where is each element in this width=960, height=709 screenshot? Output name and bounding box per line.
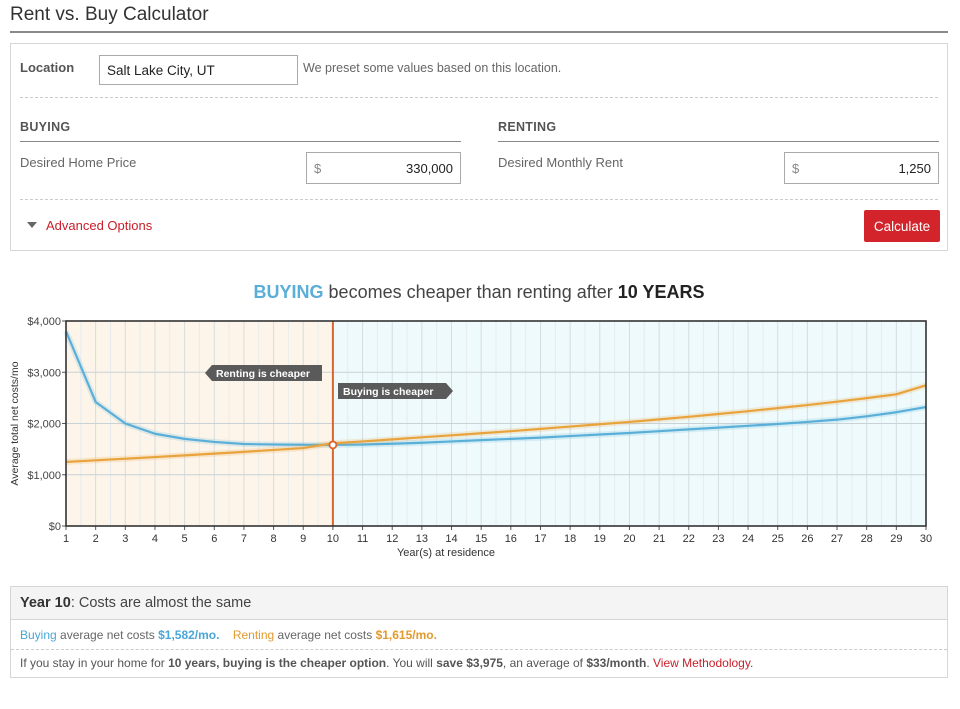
x-tick-label: 8 bbox=[271, 533, 277, 545]
y-tick-label: $0 bbox=[49, 521, 61, 533]
renting-rule bbox=[498, 141, 939, 142]
detail-bold: 10 years, buying is the cheaper option bbox=[168, 656, 387, 670]
x-tick-label: 12 bbox=[386, 533, 398, 545]
buying-cheaper-annotation: Buying is cheaper bbox=[338, 383, 453, 399]
savings-total: save $3,975 bbox=[436, 656, 503, 670]
monthly-rent-value: 1,250 bbox=[898, 161, 931, 176]
y-tick-label: $3,000 bbox=[27, 367, 61, 379]
x-tick-label: 5 bbox=[182, 533, 188, 545]
location-input[interactable] bbox=[99, 55, 298, 85]
buying-heading: BUYING bbox=[20, 120, 71, 134]
y-tick-label: $4,000 bbox=[27, 316, 61, 328]
summary-year-text: : Costs are almost the same bbox=[70, 595, 252, 611]
series-line-buying bbox=[64, 330, 927, 447]
detail-text: , an average of bbox=[502, 656, 587, 670]
title-divider bbox=[10, 31, 948, 33]
home-price-input[interactable]: $ 330,000 bbox=[306, 152, 461, 184]
summary-year: Year 10 bbox=[20, 595, 71, 611]
detail-text: . You will bbox=[386, 656, 437, 670]
x-tick-label: 23 bbox=[712, 533, 724, 545]
divider bbox=[20, 97, 938, 98]
savings-monthly: $33/month bbox=[586, 656, 647, 670]
headline-years: 10 YEARS bbox=[617, 282, 705, 302]
detail-text: If you stay in your home for bbox=[20, 656, 169, 670]
home-price-value: 330,000 bbox=[406, 161, 453, 176]
renting-amount: $1,615/mo. bbox=[375, 628, 437, 642]
x-tick-label: 15 bbox=[475, 533, 487, 545]
x-tick-label: 17 bbox=[534, 533, 546, 545]
currency-symbol: $ bbox=[792, 161, 800, 176]
triangle-down-icon[interactable] bbox=[27, 222, 37, 228]
detail-text: . bbox=[646, 656, 653, 670]
year-summary: Year 10: Costs are almost the same Buyin… bbox=[10, 586, 948, 678]
renting-word: Renting bbox=[232, 628, 275, 642]
x-tick-label: 25 bbox=[772, 533, 784, 545]
x-tick-label: 21 bbox=[653, 533, 665, 545]
annotation-label: Renting is cheaper bbox=[216, 368, 310, 380]
advanced-options-toggle[interactable]: Advanced Options bbox=[46, 218, 153, 233]
buying-rule bbox=[20, 141, 461, 142]
x-tick-label: 22 bbox=[683, 533, 695, 545]
view-methodology-link[interactable]: View Methodology bbox=[653, 656, 750, 670]
x-tick-label: 7 bbox=[241, 533, 247, 545]
x-tick-label: 3 bbox=[122, 533, 128, 545]
headline-buying: BUYING bbox=[253, 282, 324, 302]
summary-detail: If you stay in your home for 10 years, b… bbox=[20, 656, 753, 670]
x-tick-label: 19 bbox=[594, 533, 606, 545]
annotation-flag bbox=[338, 383, 453, 399]
summary-title: Year 10: Costs are almost the same bbox=[20, 595, 251, 611]
renting-text: average net costs bbox=[274, 628, 376, 642]
x-tick-label: 14 bbox=[445, 533, 457, 545]
x-tick-label: 11 bbox=[357, 533, 368, 545]
summary-header: Year 10: Costs are almost the same bbox=[11, 587, 947, 620]
buying-word: Buying bbox=[20, 628, 57, 642]
calculate-button[interactable]: Calculate bbox=[864, 210, 940, 242]
divider bbox=[20, 199, 938, 200]
annotation-label: Buying is cheaper bbox=[343, 386, 433, 398]
annotation-flag bbox=[205, 365, 322, 381]
plot-border bbox=[65, 320, 927, 527]
buying-text: average net costs bbox=[56, 628, 159, 642]
x-tick-label: 16 bbox=[505, 533, 517, 545]
calculator-form: Location We preset some values based on … bbox=[10, 43, 948, 251]
x-tick-label: 30 bbox=[920, 533, 932, 545]
breakeven-marker bbox=[328, 440, 338, 450]
y-axis-title: Average total net costs/mo bbox=[9, 361, 21, 485]
divider bbox=[11, 649, 947, 650]
x-tick-label: 27 bbox=[831, 533, 843, 545]
headline-middle: becomes cheaper than renting after bbox=[323, 282, 618, 302]
renting-cheaper-annotation: Renting is cheaper bbox=[205, 365, 322, 381]
x-tick-label: 18 bbox=[564, 533, 576, 545]
location-label: Location bbox=[20, 60, 75, 75]
x-tick-label: 6 bbox=[211, 533, 217, 545]
monthly-rent-label: Desired Monthly Rent bbox=[498, 155, 623, 170]
y-tick-label: $2,000 bbox=[27, 419, 61, 431]
x-tick-label: 9 bbox=[300, 533, 306, 545]
x-tick-label: 26 bbox=[801, 533, 813, 545]
x-tick-label: 2 bbox=[93, 533, 99, 545]
x-tick-label: 4 bbox=[152, 533, 158, 545]
buying-amount: $1,582/mo. bbox=[158, 628, 220, 642]
detail-text: . bbox=[749, 656, 754, 670]
page-title: Rent vs. Buy Calculator bbox=[10, 4, 209, 25]
home-price-label: Desired Home Price bbox=[20, 155, 137, 170]
x-tick-label: 28 bbox=[861, 533, 873, 545]
x-tick-label: 1 bbox=[63, 533, 69, 545]
monthly-rent-input[interactable]: $ 1,250 bbox=[784, 152, 939, 184]
renting-heading: RENTING bbox=[498, 120, 557, 134]
x-axis-title: Year(s) at residence bbox=[397, 547, 495, 559]
x-tick-label: 24 bbox=[742, 533, 754, 545]
currency-symbol: $ bbox=[314, 161, 322, 176]
x-tick-label: 29 bbox=[890, 533, 902, 545]
result-headline: BUYING becomes cheaper than renting afte… bbox=[0, 282, 958, 303]
x-tick-label: 13 bbox=[416, 533, 428, 545]
x-tick-label: 20 bbox=[623, 533, 635, 545]
y-tick-label: $1,000 bbox=[27, 470, 61, 482]
series-line-renting bbox=[65, 384, 927, 464]
cost-comparison: Buying average net costs $1,582/mo. Rent… bbox=[20, 628, 437, 642]
x-tick-label: 10 bbox=[327, 533, 339, 545]
location-note: We preset some values based on this loca… bbox=[303, 61, 562, 75]
